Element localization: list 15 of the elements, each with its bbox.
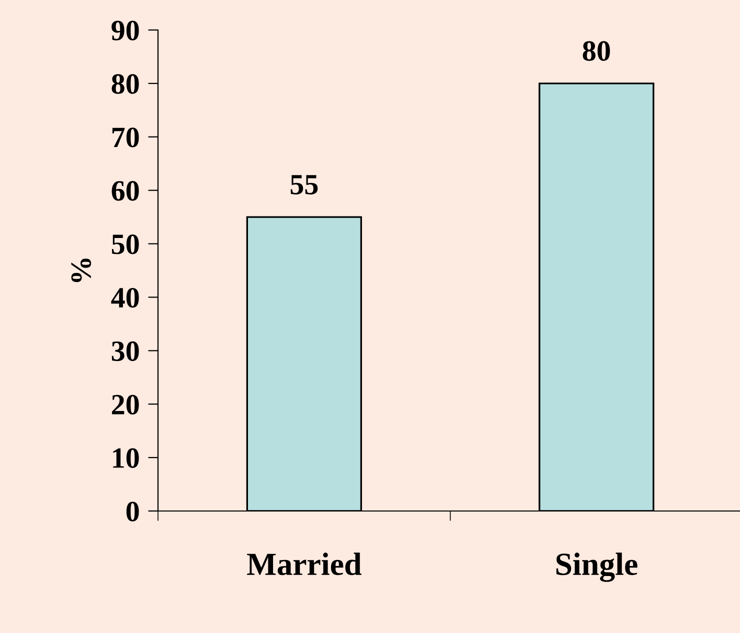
y-tick-label: 20	[112, 394, 139, 415]
x-tick-label: Married	[247, 552, 362, 576]
data-label: 80	[582, 41, 610, 61]
y-tick-label: 30	[112, 341, 139, 362]
y-tick-label: 40	[111, 288, 139, 308]
y-tick-label: 90	[112, 20, 139, 40]
y-axis-title: %	[71, 258, 92, 282]
x-tick-label: Single	[556, 552, 638, 582]
y-tick-label: 0	[126, 502, 139, 522]
y-tick-label: 50	[112, 234, 139, 254]
y-tick-label: 70	[112, 128, 139, 148]
y-tick-label: 10	[113, 448, 139, 468]
data-label: 55	[290, 175, 318, 194]
y-tick-label: 80	[112, 74, 139, 94]
y-tick-label: 60	[112, 181, 139, 201]
